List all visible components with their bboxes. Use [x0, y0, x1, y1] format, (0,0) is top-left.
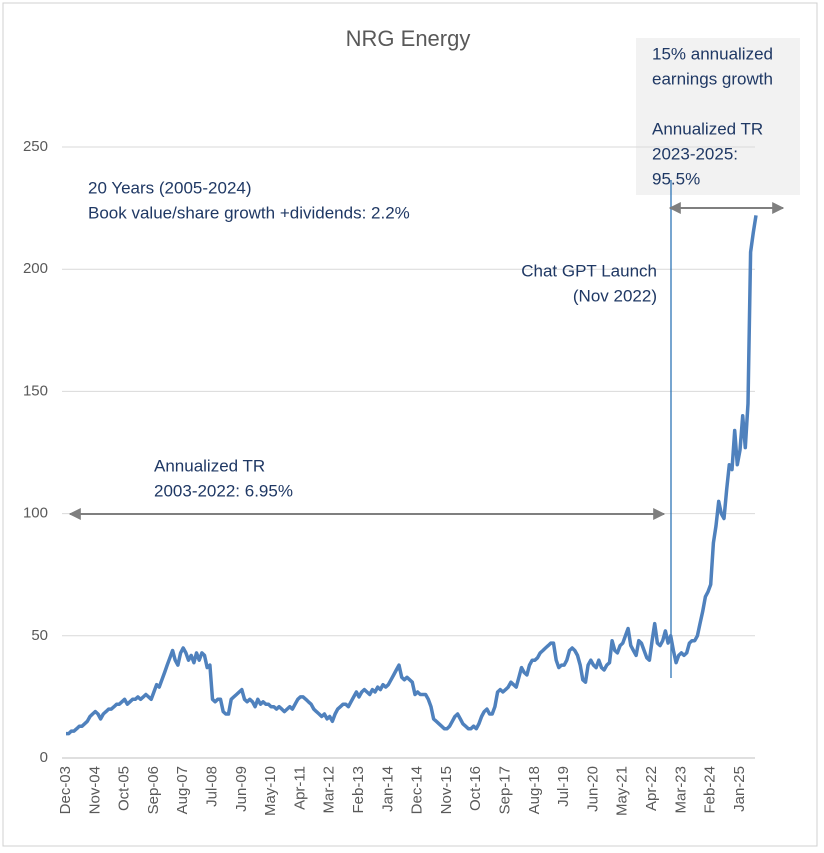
x-tick-label: Dec-03 [57, 766, 74, 814]
annotation: Chat GPT Launch [521, 261, 657, 280]
y-tick-label: 50 [31, 627, 48, 644]
y-tick-label: 150 [23, 382, 48, 399]
x-tick-label: Jul-19 [555, 766, 572, 807]
x-tick-label: Feb-13 [350, 766, 367, 814]
x-tick-label: Jun-09 [233, 766, 250, 812]
x-tick-label: Apr-22 [643, 766, 660, 811]
data-line [66, 215, 758, 736]
y-tick-label: 100 [23, 505, 48, 522]
x-tick-label: Nov-04 [86, 766, 103, 814]
y-tick-label: 200 [23, 260, 48, 277]
x-tick-label: Oct-05 [116, 766, 133, 811]
x-tick-label: Sep-06 [145, 766, 162, 814]
x-tick-label: May-21 [614, 766, 631, 816]
annotation: 2023-2025: [652, 144, 738, 163]
plot [66, 215, 758, 736]
x-tick-label: Aug-07 [174, 766, 191, 814]
x-tick-label: Dec-14 [409, 766, 426, 814]
x-tick-label: Mar-23 [672, 766, 689, 814]
annotation: Book value/share growth +dividends: 2.2% [88, 203, 410, 222]
x-tick-label: Nov-15 [438, 766, 455, 814]
annotation: Annualized TR [154, 456, 265, 475]
x-tick-label: Jun-20 [584, 766, 601, 812]
annotation: 20 Years (2005-2024) [88, 178, 252, 197]
y-tick-label: 250 [23, 138, 48, 155]
chart-title: NRG Energy [346, 26, 471, 51]
x-tick-label: Oct-16 [467, 766, 484, 811]
annotation: 15% annualized [652, 44, 773, 63]
x-tick-label: Aug-18 [526, 766, 543, 814]
x-tick-label: Jul-08 [203, 766, 220, 807]
x-tick-label: May-10 [262, 766, 279, 816]
annotations: 15% annualized earnings growth Annualized … [88, 44, 773, 500]
x-tick-label: Jan-25 [731, 766, 748, 812]
x-tick-label: Jan-14 [379, 766, 396, 812]
x-tick-label: Mar-12 [321, 766, 338, 814]
annotation: 2003-2022: 6.95% [154, 481, 293, 500]
annotation: (Nov 2022) [573, 286, 657, 305]
y-tick-label: 0 [40, 749, 48, 766]
x-tick-label: Sep-17 [497, 766, 514, 814]
x-tick-label: Feb-24 [702, 766, 719, 814]
annotation-box [636, 38, 800, 195]
annotation: Annualized TR [652, 119, 763, 138]
x-tick-label: Apr-11 [291, 766, 308, 810]
annotation: earnings growth [652, 69, 773, 88]
annotation: 95.5% [652, 169, 700, 188]
